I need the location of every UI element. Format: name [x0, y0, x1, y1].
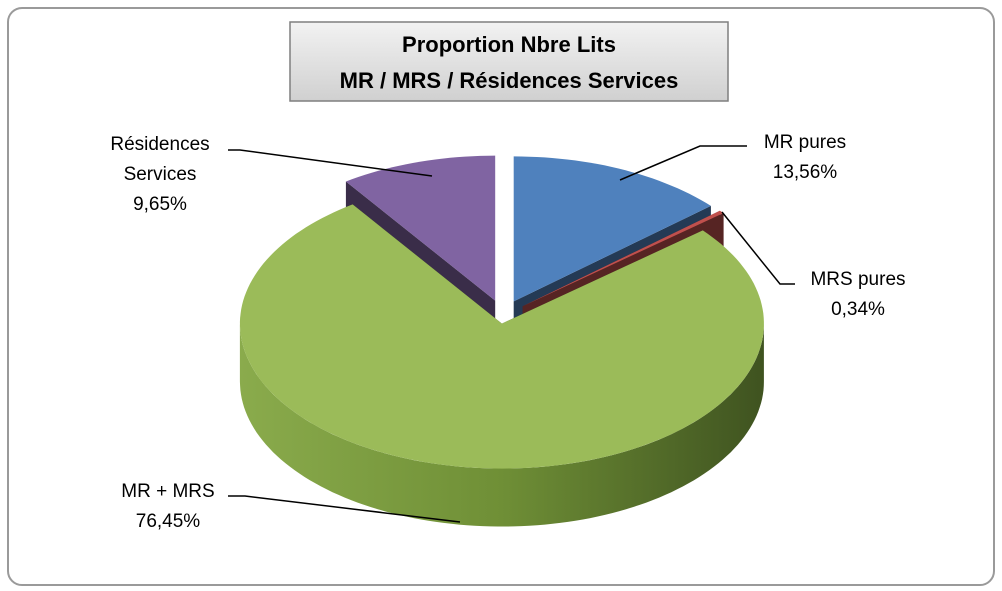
category-label: Résidences Services [110, 134, 210, 185]
leader-lines [228, 145, 795, 523]
title-box [289, 21, 729, 102]
data-label: MR + MRS 76,45% [98, 477, 238, 537]
value-label: 0,34% [831, 299, 885, 320]
slice-top [345, 155, 496, 301]
data-label: Résidences Services 9,65% [95, 130, 225, 220]
leader-line [228, 149, 433, 177]
leader-line [721, 211, 795, 285]
slice-top [513, 156, 711, 302]
value-label: 13,56% [772, 162, 838, 183]
category-label: MR pures [763, 132, 847, 153]
slice-top [239, 204, 764, 469]
value-label: 76,45% [135, 511, 201, 532]
leader-line [619, 145, 747, 181]
data-label: MR pures 13,56% [735, 128, 875, 188]
data-label: MRS pures 0,34% [788, 265, 928, 325]
category-label: MR + MRS [121, 481, 215, 502]
category-label: MRS pures [810, 269, 906, 290]
slice-side [239, 323, 764, 527]
chart-title: Proportion Nbre Lits MR / MRS / Résidenc… [339, 32, 679, 93]
value-label: 9,65% [133, 194, 187, 215]
pie [239, 155, 764, 527]
slice [239, 204, 764, 527]
slice-top [522, 210, 724, 307]
leader-line [228, 495, 461, 523]
